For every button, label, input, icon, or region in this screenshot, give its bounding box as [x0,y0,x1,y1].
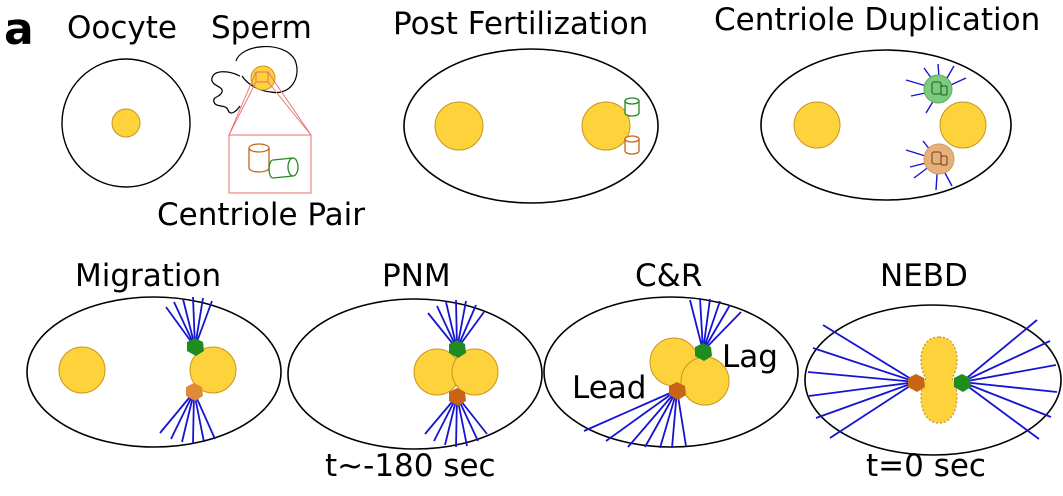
nebd-cell [804,304,1062,456]
orange-centrosome [669,382,686,400]
paternal-pronucleus [189,346,237,394]
lead-aster [583,389,687,449]
orange-centriole [624,135,640,155]
green-centrosome [449,340,466,358]
migration-label: Migration [75,258,221,294]
sperm-cell [211,46,312,136]
cr-label: C&R [635,258,702,294]
orange-centrosome [186,383,203,401]
post-fertilization-label: Post Fertilization [393,6,648,42]
oocyte-pronucleus [111,108,141,138]
post-fertilization-cell [403,48,659,204]
orange-centrosome [908,374,925,392]
green-centriole [624,97,640,117]
lag-label: Lag [722,339,778,375]
paternal-pronucleus [581,101,631,151]
maternal-pronucleus [58,346,106,394]
centriole-pair-inset [228,134,312,194]
orange-aster [159,391,216,444]
left-spindle-aster [807,324,917,439]
panel-label: a [4,4,34,55]
cr-cell [543,296,799,449]
pnm-label: PNM [382,258,451,294]
oocyte-cell [61,58,191,188]
pnm-time-label: t~-180 sec [325,448,496,484]
sperm-label: Sperm [211,10,312,46]
green-centriole [268,157,299,179]
green-centrosome [923,74,953,104]
nebd-label: NEBD [880,258,968,294]
green-centrosome [695,343,712,361]
merged-nucleus [920,336,958,424]
sperm-centriole-box [255,71,269,83]
green-centrosome [187,338,204,356]
nebd-time-label: t=0 sec [866,448,986,484]
centriole-duplication-cell [760,49,1012,201]
green-centrosome [954,374,971,392]
paternal-pronucleus [451,348,499,396]
pnm-cell [287,298,543,450]
lag-aster [689,297,742,352]
right-spindle-aster [961,319,1058,440]
centriole-pair-label: Centriole Pair [157,197,365,233]
orange-centrosome [923,143,955,175]
maternal-pronucleus [793,101,841,149]
paternal-pronucleus [939,101,987,149]
orange-centrosome [449,388,466,406]
lead-label: Lead [572,370,646,406]
maternal-pronucleus [434,101,484,151]
centriole-duplication-label: Centriole Duplication [714,2,1040,38]
oocyte-label: Oocyte [67,10,177,46]
migration-cell [26,296,282,448]
